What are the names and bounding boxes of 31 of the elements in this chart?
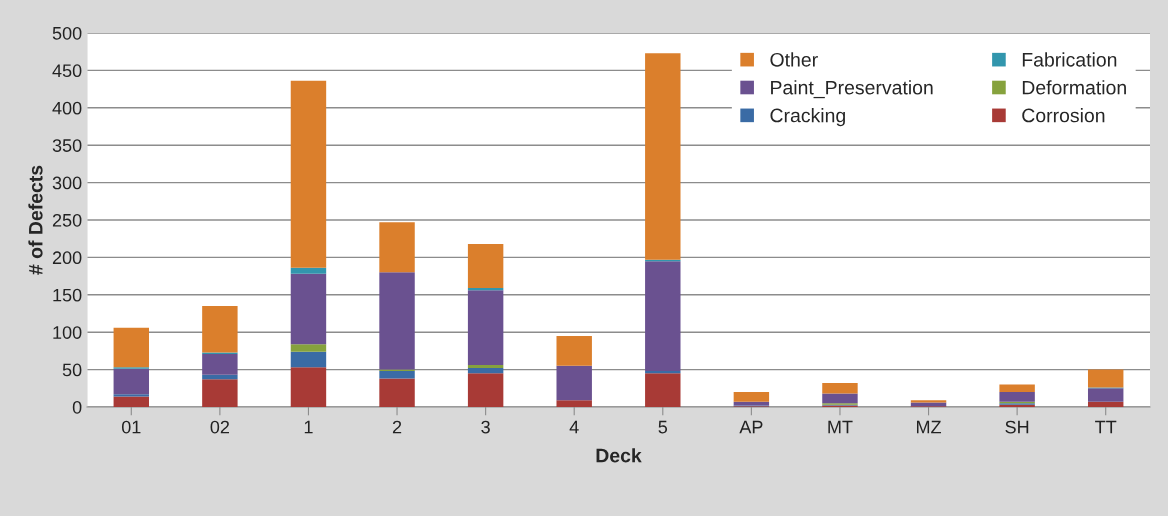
y-tick-label: 150 <box>53 288 82 302</box>
y-tick-label: 0 <box>72 400 82 414</box>
x-tick-label: 5 <box>658 420 668 434</box>
x-tick-label: MZ <box>916 420 942 434</box>
y-axis-title: # of Defects <box>28 165 43 275</box>
x-tick-label: SH <box>1005 420 1029 434</box>
x-tick-label: 2 <box>392 420 402 434</box>
x-tick-label: TT <box>1095 420 1117 434</box>
y-tick-label: 500 <box>52 26 82 40</box>
y-tick-label: 50 <box>62 363 82 377</box>
x-tick-label: 4 <box>569 420 579 434</box>
x-tick-label: 01 <box>121 420 141 434</box>
y-tick-label: 100 <box>53 326 82 339</box>
y-tick-label: 350 <box>52 139 82 152</box>
x-tick-label: 3 <box>481 420 490 434</box>
legend-label: Fabrication <box>1022 52 1117 67</box>
y-tick-label: 200 <box>52 251 82 265</box>
x-axis-title: Deck <box>596 448 642 463</box>
x-tick-label: MT <box>828 420 853 434</box>
legend-label: Cracking <box>770 108 845 127</box>
y-tick-label: 250 <box>52 213 82 227</box>
y-tick-label: 450 <box>52 64 82 78</box>
legend-label: Paint_Preservation <box>771 80 933 99</box>
legend-label: Other <box>770 52 818 67</box>
x-tick-label: 02 <box>210 420 230 434</box>
y-tick-label: 300 <box>52 176 82 190</box>
legend-label: Corrosion <box>1022 108 1105 123</box>
y-tick-label: 400 <box>52 101 82 115</box>
x-tick-label: AP <box>739 420 763 434</box>
x-tick-label: 1 <box>304 420 313 434</box>
legend-label: Deformation <box>1022 80 1126 95</box>
